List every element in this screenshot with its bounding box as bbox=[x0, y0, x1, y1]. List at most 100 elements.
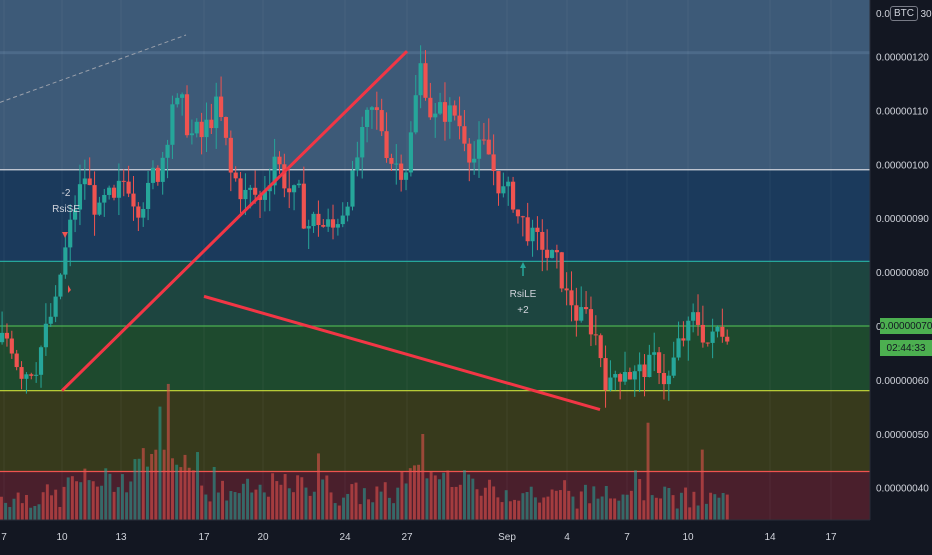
candle-body bbox=[9, 338, 14, 354]
volume-bar bbox=[496, 497, 500, 520]
volume-bar bbox=[120, 474, 124, 520]
candle-body bbox=[408, 132, 413, 173]
volume-bar bbox=[275, 481, 279, 520]
volume-bar bbox=[688, 507, 692, 520]
volume-bar bbox=[613, 498, 617, 520]
candle-body bbox=[593, 334, 598, 336]
volume-bar bbox=[125, 492, 129, 520]
volume-bar bbox=[550, 489, 554, 520]
zone-top-edge bbox=[0, 51, 870, 55]
volume-bar bbox=[433, 475, 437, 520]
volume-bar bbox=[500, 502, 504, 520]
volume-bar bbox=[41, 492, 45, 520]
volume-bar bbox=[558, 490, 562, 520]
candle-body bbox=[321, 225, 326, 227]
currency-badge[interactable]: BTC bbox=[890, 6, 918, 21]
x-tick-label: 17 bbox=[825, 532, 837, 543]
volume-bar bbox=[604, 485, 608, 520]
candle-body bbox=[306, 226, 311, 229]
volume-bar bbox=[446, 470, 450, 520]
candle-body bbox=[438, 102, 443, 114]
volume-bar bbox=[70, 476, 74, 520]
dashed-trendline bbox=[0, 34, 187, 103]
candle-body bbox=[637, 364, 642, 372]
candle-body bbox=[535, 227, 540, 232]
volume-bar bbox=[141, 448, 145, 520]
candle-body bbox=[603, 358, 608, 391]
candle-body bbox=[73, 209, 78, 220]
candle-body bbox=[564, 288, 569, 291]
volume-bar bbox=[375, 486, 379, 520]
zone-band-2 bbox=[0, 261, 870, 327]
volume-bar bbox=[646, 422, 650, 520]
volume-bar bbox=[396, 487, 400, 520]
volume-bar bbox=[592, 486, 596, 520]
volume-bar bbox=[684, 487, 688, 520]
volume-bar bbox=[571, 496, 575, 520]
candle-body bbox=[657, 352, 662, 373]
candle-body bbox=[472, 158, 477, 163]
volume-bar bbox=[16, 492, 20, 520]
candle-body bbox=[272, 156, 277, 186]
volume-bar bbox=[567, 490, 571, 520]
candle-body bbox=[506, 181, 511, 187]
volume-bar bbox=[4, 502, 8, 520]
trendline-down bbox=[60, 50, 409, 392]
volume-bar bbox=[116, 487, 120, 520]
volume-bar bbox=[91, 481, 95, 520]
volume-bar bbox=[29, 507, 33, 520]
volume-bar bbox=[225, 500, 229, 520]
candle-body bbox=[102, 194, 107, 203]
volume-bar bbox=[492, 486, 496, 520]
volume-bar bbox=[667, 488, 671, 520]
y-tick-label: 0.00000060 bbox=[876, 376, 929, 387]
volume-bar bbox=[367, 499, 371, 520]
volume-bar bbox=[45, 484, 49, 520]
volume-bar bbox=[112, 491, 116, 520]
candle-body bbox=[92, 185, 97, 215]
volume-bar bbox=[696, 505, 700, 520]
candle-body bbox=[676, 338, 681, 358]
volume-bar bbox=[354, 482, 358, 520]
candle-body bbox=[326, 219, 331, 227]
x-tick-label: 10 bbox=[682, 532, 694, 543]
volume-bar bbox=[654, 497, 658, 520]
candle-body bbox=[330, 219, 336, 228]
volume-bar bbox=[158, 406, 162, 520]
volume-bar bbox=[250, 492, 254, 520]
volume-bar bbox=[675, 508, 679, 520]
candle-body bbox=[642, 364, 647, 378]
x-tick-label: 4 bbox=[564, 532, 570, 543]
volume-bar bbox=[467, 474, 471, 520]
short-arrow-icon bbox=[62, 232, 68, 238]
volume-bar bbox=[554, 490, 558, 520]
volume-bar bbox=[579, 491, 583, 520]
candle-body bbox=[549, 250, 555, 258]
volume-bar bbox=[58, 507, 62, 520]
volume-bar bbox=[33, 505, 37, 520]
candle-body bbox=[184, 94, 190, 136]
candle-body bbox=[433, 113, 438, 118]
candle-body bbox=[262, 191, 267, 200]
candle-body bbox=[316, 213, 321, 226]
candle-body bbox=[715, 326, 720, 332]
volume-bar bbox=[362, 488, 366, 520]
long-arrow-icon bbox=[520, 262, 526, 268]
candle-body bbox=[622, 372, 628, 382]
candle-body bbox=[287, 188, 292, 193]
candle-body bbox=[0, 332, 5, 343]
time-axis-bg bbox=[0, 520, 932, 550]
x-tick-label: 14 bbox=[764, 532, 776, 543]
y-tick-label: 0.00000100 bbox=[876, 160, 929, 171]
candle-body bbox=[452, 105, 457, 116]
volume-bar bbox=[383, 482, 387, 520]
candle-body bbox=[515, 209, 521, 217]
volume-bar bbox=[262, 492, 266, 520]
volume-bar bbox=[266, 496, 270, 520]
volume-bar bbox=[371, 502, 375, 520]
candle-body bbox=[608, 377, 613, 391]
current-price-label: 0.00000070 bbox=[880, 318, 932, 334]
volume-bar bbox=[525, 491, 529, 520]
